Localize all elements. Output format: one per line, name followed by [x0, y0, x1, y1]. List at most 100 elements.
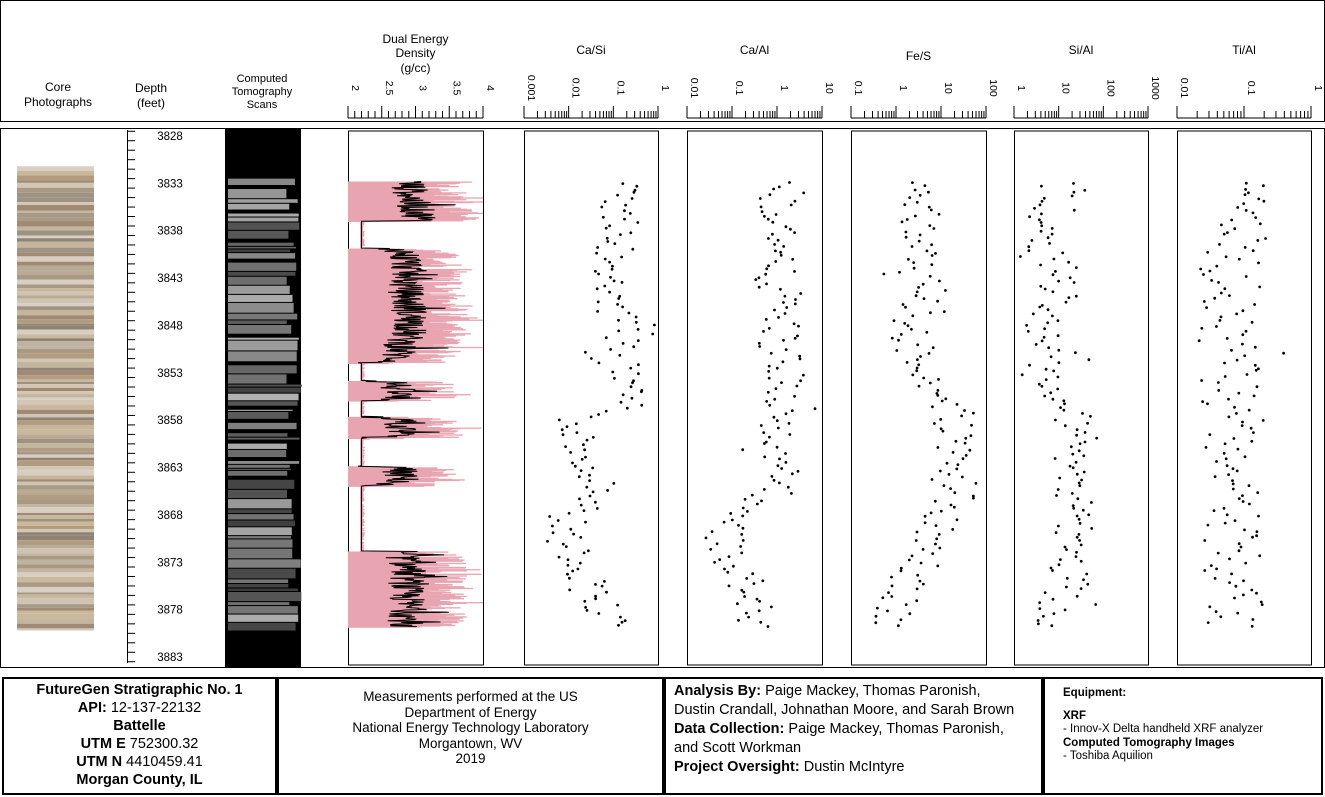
data-point — [794, 298, 797, 301]
track-title-si_al: Si/Al — [1069, 43, 1094, 57]
data-point — [578, 561, 582, 565]
data-point — [922, 376, 926, 380]
ct-band — [228, 337, 299, 340]
data-point — [1235, 469, 1239, 473]
data-point — [767, 326, 771, 330]
data-point — [629, 366, 633, 370]
data-point — [793, 270, 796, 273]
data-point — [915, 366, 919, 370]
data-point — [1230, 218, 1234, 222]
track-header-si_al: Si/Al 1 10 100 1000 — [1013, 43, 1161, 119]
data-point — [1040, 184, 1043, 188]
data-point — [908, 196, 912, 200]
data-point — [594, 500, 597, 504]
data-point — [921, 548, 925, 551]
data-point — [1025, 323, 1028, 327]
scale-label-density-2: 3 — [417, 85, 429, 91]
data-point — [1042, 196, 1046, 200]
data-point — [938, 469, 942, 473]
core-photo-strip — [17, 559, 94, 565]
data-point — [890, 595, 894, 598]
data-point — [898, 270, 901, 274]
data-point — [584, 606, 587, 609]
data-point — [1081, 412, 1084, 415]
ct-band — [228, 464, 290, 468]
data-point — [611, 264, 614, 268]
data-point — [1199, 267, 1203, 271]
data-point — [608, 290, 611, 294]
data-point — [913, 188, 917, 192]
data-point — [939, 418, 943, 421]
density-fill-band — [348, 485, 425, 487]
data-point — [709, 547, 713, 551]
data-point — [1243, 455, 1247, 459]
data-point — [1062, 408, 1066, 412]
data-point — [594, 269, 597, 273]
data-point — [634, 315, 638, 319]
data-point — [1227, 473, 1230, 476]
data-point — [762, 431, 766, 434]
core-photo-strip — [17, 180, 94, 183]
data-point — [930, 263, 934, 266]
data-point — [569, 451, 572, 454]
data-point — [566, 558, 570, 562]
data-point — [596, 246, 599, 249]
core-photo-strip — [17, 256, 94, 262]
core-photo-strip — [17, 553, 94, 556]
data-point — [784, 225, 788, 229]
data-point — [1039, 284, 1043, 288]
data-point — [740, 533, 744, 536]
ct-band — [228, 246, 297, 249]
data-point — [937, 378, 940, 381]
data-point — [900, 220, 904, 224]
data-point — [730, 518, 734, 522]
data-point — [1200, 326, 1204, 330]
data-point — [930, 254, 934, 257]
core-photo-strip — [17, 623, 94, 629]
data-point — [1234, 584, 1238, 588]
data-point — [620, 620, 624, 624]
measurements-box: Measurements performed at the US Departm… — [277, 677, 664, 795]
ct-band — [228, 437, 300, 440]
ct-item: - Toshiba Aquilion — [1063, 750, 1153, 762]
density-fill-band — [360, 451, 365, 453]
depth-tick-label-2: 3838 — [157, 226, 183, 238]
data-point — [589, 415, 593, 419]
data-point — [1074, 460, 1078, 464]
core-photo-strip — [17, 576, 94, 583]
data-point — [775, 419, 779, 423]
data-point — [595, 287, 599, 291]
data-point — [632, 345, 636, 349]
core-photo-strip — [17, 491, 94, 495]
data-point — [890, 575, 893, 579]
data-point — [904, 603, 908, 606]
data-point — [1043, 327, 1046, 331]
data-point — [1241, 342, 1244, 346]
ct-band — [228, 387, 301, 393]
data-point — [1261, 419, 1265, 422]
data-point — [785, 306, 789, 309]
track-frame-si_al — [1014, 130, 1149, 666]
ct-band — [228, 393, 299, 401]
data-point — [577, 475, 581, 479]
data-point — [600, 584, 604, 588]
track-header-ca_si: Ca/Si 0.001 0.01 0.1 1 — [523, 43, 671, 119]
data-point — [1053, 457, 1057, 460]
core-photo-strip — [17, 397, 94, 400]
core-photo-strip — [17, 404, 94, 410]
data-point — [757, 609, 761, 613]
data-point — [903, 322, 907, 325]
data-point — [629, 231, 633, 235]
data-point — [1230, 572, 1233, 576]
oversight-value: Dustin McIntyre — [803, 759, 905, 775]
data-point — [1082, 578, 1085, 582]
scale-label-ca_si-0: 0.001 — [525, 75, 537, 101]
operator-name: Battelle — [113, 718, 166, 734]
core-photo-strip — [17, 391, 94, 395]
data-point — [564, 545, 568, 548]
data-point — [1068, 464, 1072, 468]
data-point — [637, 363, 640, 367]
data-point — [1258, 554, 1262, 558]
density-fill-band — [360, 538, 365, 540]
